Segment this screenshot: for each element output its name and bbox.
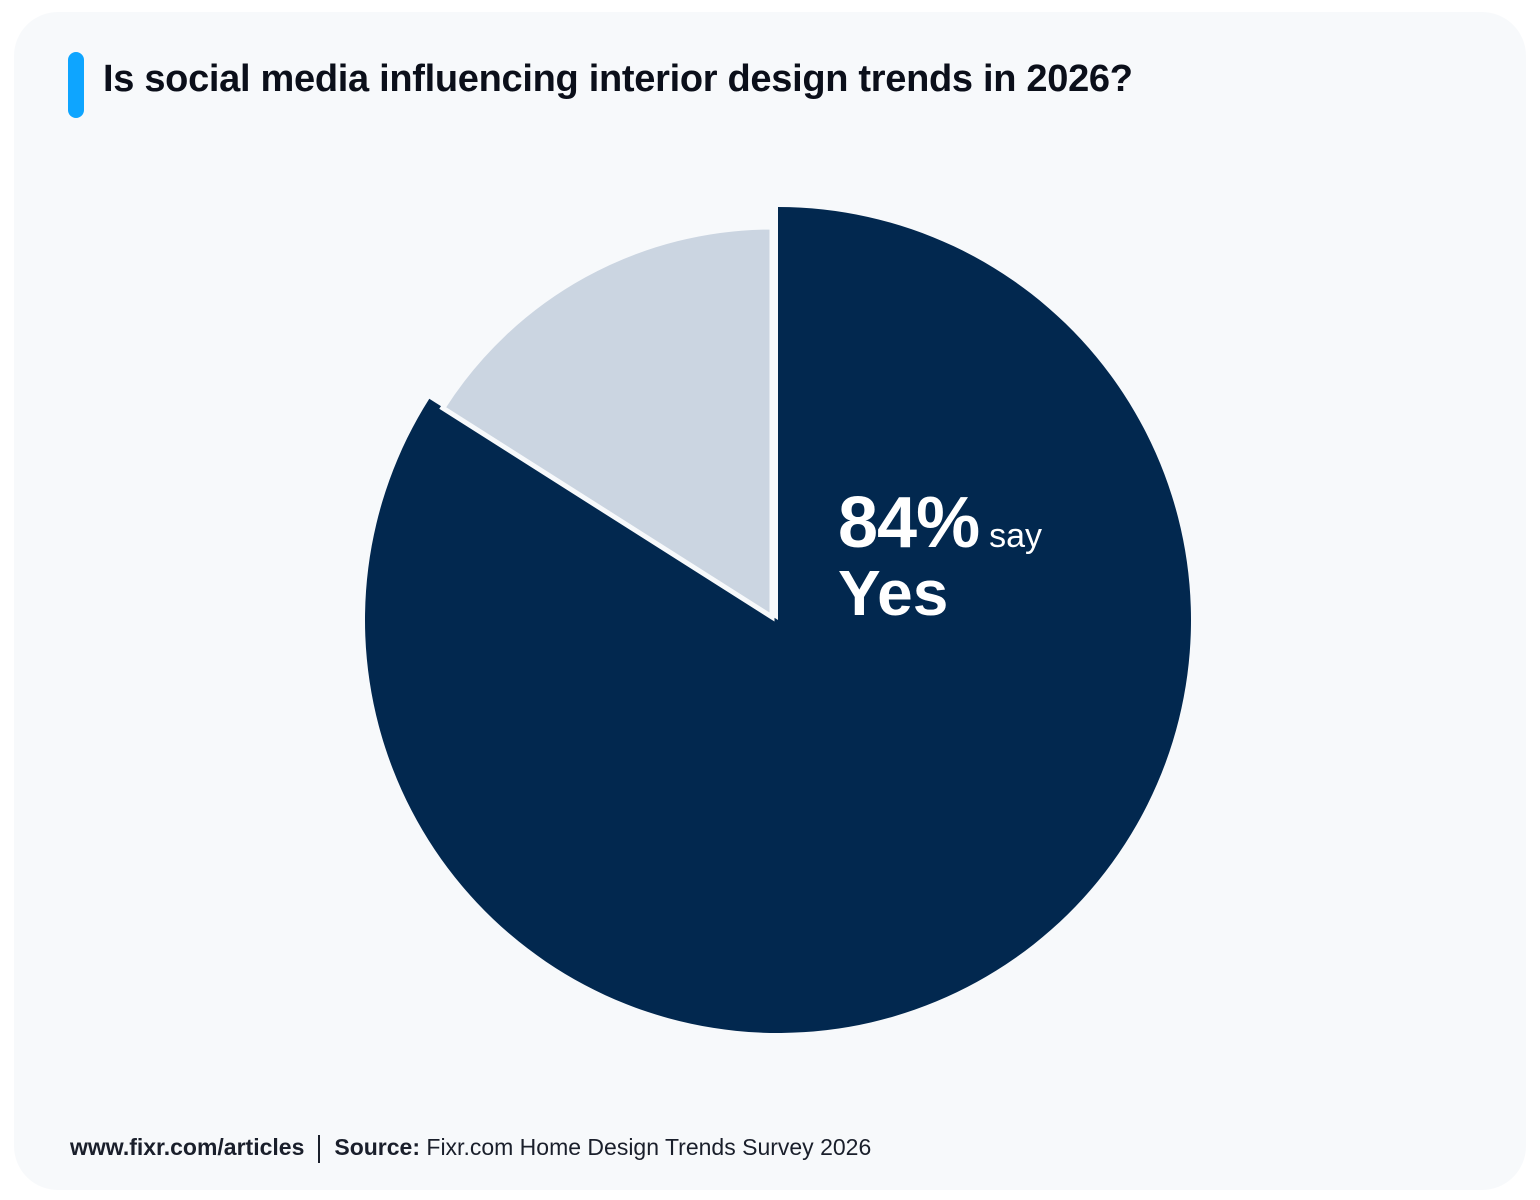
title-accent-bar [68, 52, 84, 118]
yes-annotation: 84% say [838, 482, 1042, 564]
pie-slice-no [439, 224, 775, 622]
source-text: Fixr.com Home Design Trends Survey 2026 [426, 1134, 872, 1160]
say-label: say [989, 517, 1043, 555]
footer-divider [318, 1134, 321, 1163]
footer-url: www.fixr.com/articles [70, 1134, 305, 1160]
footer: www.fixr.com/articles Source: Fixr.com Ho… [70, 1134, 871, 1163]
pie-slice-yes [365, 207, 1191, 1033]
chart-title: Is social media influencing interior des… [103, 58, 1133, 100]
yes-percent-label: 84% [838, 483, 980, 563]
source-label: Source: [334, 1134, 420, 1160]
yes-answer-label: Yes [838, 557, 949, 629]
